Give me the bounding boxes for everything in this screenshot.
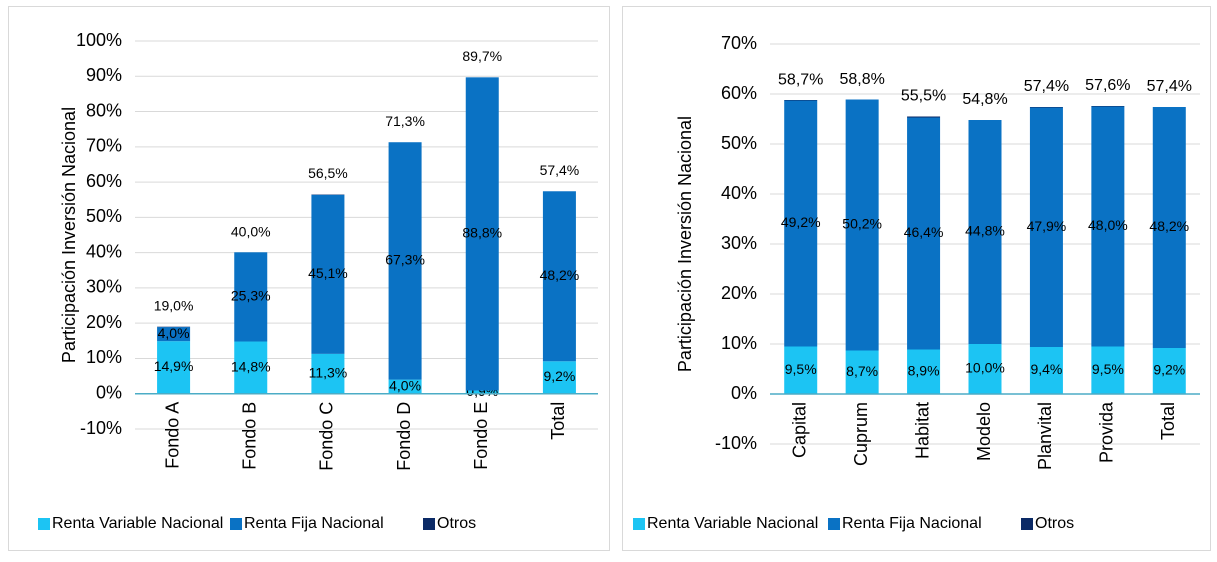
y-tick-label: 70% bbox=[721, 33, 757, 53]
total-label: 71,3% bbox=[385, 113, 425, 129]
legend-swatch bbox=[230, 518, 242, 530]
value-label: 9,5% bbox=[1092, 361, 1124, 377]
bar-segment bbox=[1091, 106, 1124, 107]
y-tick-label: 10% bbox=[721, 333, 757, 353]
y-tick-label: 40% bbox=[86, 241, 122, 261]
y-tick-label: 30% bbox=[721, 233, 757, 253]
y-tick-label: 0% bbox=[731, 383, 757, 403]
x-tick-label: Fondo E bbox=[471, 402, 491, 470]
x-tick-label: Fondo C bbox=[317, 402, 337, 471]
value-label: 25,3% bbox=[231, 288, 271, 304]
value-label: 14,9% bbox=[154, 358, 194, 374]
legend-label: Renta Fija Nacional bbox=[842, 515, 982, 532]
x-tick-label: Habitat bbox=[912, 402, 932, 459]
x-tick-label: Fondo D bbox=[394, 402, 414, 471]
value-label: 50,2% bbox=[842, 216, 882, 232]
y-axis-title: Participación Inversión Nacional bbox=[675, 116, 695, 372]
total-label: 57,4% bbox=[1024, 78, 1069, 95]
value-label: 9,4% bbox=[1030, 361, 1062, 377]
x-tick-label: Capital bbox=[789, 402, 809, 458]
y-tick-label: 60% bbox=[86, 171, 122, 191]
value-label: 48,0% bbox=[1088, 217, 1128, 233]
value-label: 88,8% bbox=[462, 225, 502, 241]
legend-label: Otros bbox=[437, 515, 476, 532]
value-label: 67,3% bbox=[385, 252, 425, 268]
value-label: 9,5% bbox=[785, 361, 817, 377]
value-label: 8,7% bbox=[846, 363, 878, 379]
legend-swatch bbox=[423, 518, 435, 530]
y-tick-label: 50% bbox=[721, 133, 757, 153]
x-tick-label: Fondo A bbox=[162, 402, 182, 469]
legend-label: Renta Variable Nacional bbox=[647, 515, 818, 532]
total-label: 55,5% bbox=[901, 88, 946, 105]
value-label: 9,2% bbox=[543, 368, 575, 384]
value-label: 47,9% bbox=[1027, 218, 1067, 234]
value-label: 44,8% bbox=[965, 223, 1005, 239]
total-label: 57,4% bbox=[1147, 78, 1192, 95]
y-tick-label: 30% bbox=[86, 277, 122, 297]
y-tick-label: 50% bbox=[86, 206, 122, 226]
value-label: 48,2% bbox=[1149, 218, 1189, 234]
value-label: 45,1% bbox=[308, 265, 348, 281]
value-label: 49,2% bbox=[781, 214, 821, 230]
legend-swatch bbox=[633, 518, 645, 530]
value-label: 4,0% bbox=[158, 325, 190, 341]
y-tick-label: 10% bbox=[86, 347, 122, 367]
legend-label: Otros bbox=[1035, 515, 1074, 532]
bar-segment bbox=[1030, 107, 1063, 108]
y-tick-label: 0% bbox=[96, 382, 122, 402]
value-label: 10,0% bbox=[965, 360, 1005, 376]
y-axis-title: Participación Inversión Nacional bbox=[59, 107, 79, 363]
y-tick-label: -10% bbox=[715, 433, 757, 453]
x-tick-label: Fondo B bbox=[240, 402, 260, 470]
total-label: 57,4% bbox=[540, 162, 580, 178]
y-tick-label: 70% bbox=[86, 136, 122, 156]
y-tick-label: 20% bbox=[86, 312, 122, 332]
x-tick-label: Cuprum bbox=[851, 402, 871, 466]
value-label: 48,2% bbox=[540, 267, 580, 283]
x-tick-label: Modelo bbox=[974, 402, 994, 461]
total-label: 56,5% bbox=[308, 165, 348, 181]
y-tick-label: 40% bbox=[721, 183, 757, 203]
legend-label: Renta Variable Nacional bbox=[52, 515, 223, 532]
legend-swatch bbox=[1021, 518, 1033, 530]
value-label: 11,3% bbox=[309, 365, 348, 381]
legend-label: Renta Fija Nacional bbox=[244, 515, 384, 532]
y-tick-label: -10% bbox=[80, 418, 122, 438]
x-tick-label: Provida bbox=[1097, 401, 1117, 463]
y-tick-label: 60% bbox=[721, 83, 757, 103]
y-tick-label: 20% bbox=[721, 283, 757, 303]
y-tick-label: 90% bbox=[86, 65, 122, 85]
x-tick-label: Total bbox=[1158, 402, 1178, 440]
value-label: 8,9% bbox=[908, 362, 940, 378]
value-label: 46,4% bbox=[904, 224, 944, 240]
total-label: 54,8% bbox=[962, 91, 1007, 108]
x-tick-label: Planvital bbox=[1035, 402, 1055, 470]
bar-segment bbox=[784, 100, 817, 101]
total-label: 58,7% bbox=[778, 72, 823, 89]
total-label: 40,0% bbox=[231, 223, 271, 239]
bar-segment bbox=[907, 117, 940, 118]
total-label: 89,7% bbox=[462, 48, 502, 64]
value-label: 4,0% bbox=[389, 377, 421, 393]
legend-swatch bbox=[38, 518, 50, 530]
value-label: 9,2% bbox=[1153, 362, 1185, 378]
total-label: 57,6% bbox=[1085, 77, 1130, 94]
legend-swatch bbox=[828, 518, 840, 530]
y-tick-label: 80% bbox=[86, 100, 122, 120]
value-label: 14,8% bbox=[231, 358, 271, 374]
total-label: 19,0% bbox=[154, 297, 194, 313]
total-label: 58,8% bbox=[839, 71, 884, 88]
x-tick-label: Total bbox=[548, 402, 568, 440]
y-tick-label: 100% bbox=[76, 30, 122, 50]
